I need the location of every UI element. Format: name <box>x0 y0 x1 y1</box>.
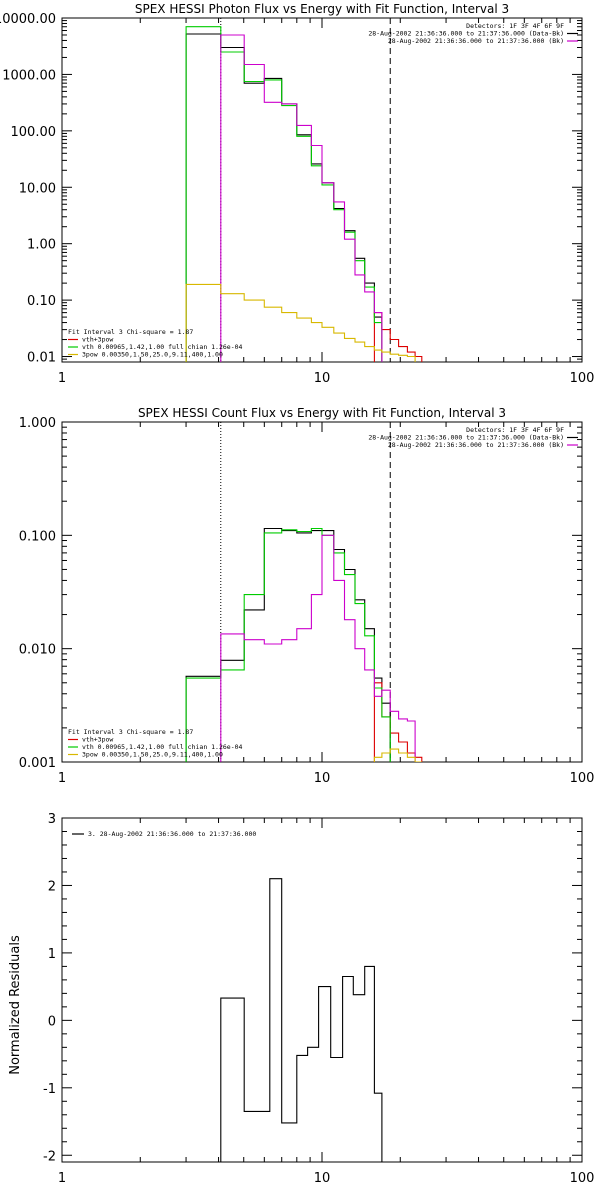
x-tick-label: 1 <box>58 371 66 386</box>
x-tick-label: 1 <box>58 1171 66 1186</box>
legend-label: vth 0.00965,1.42,1.00 full chian 1.26e-0… <box>82 743 243 751</box>
y-tick-label: 10.00 <box>19 181 56 196</box>
y-tick-label: 0.010 <box>19 643 56 658</box>
chart-panel-2: 1 10 100 0.001 0.010 0.100 1.000 SPEX HESSI Cou… <box>19 406 595 786</box>
series-step-line <box>220 534 416 762</box>
series-step-line <box>220 878 391 1162</box>
y-tick-label: 1.000 <box>19 416 56 431</box>
series-step-line <box>185 527 391 762</box>
info-text: Detectors: 1F 3F 4F 6F 9F <box>466 426 564 434</box>
info-text: 28-Aug-2002 21:36:36.000 to 21:37:36.000… <box>368 30 564 38</box>
info-text: 28-Aug-2002 21:36:36.000 to 21:37:36.000… <box>388 37 564 45</box>
info-text: 28-Aug-2002 21:36:36.000 to 21:37:36.000… <box>388 441 564 449</box>
y-tick-label: 1000.00 <box>2 68 56 83</box>
y-tick-label: 3 <box>48 812 56 827</box>
legend-label: 3. 28-Aug-2002 21:36:36.000 to 21:37:36.… <box>88 830 256 838</box>
x-tick-label: 10 <box>314 771 331 786</box>
legend-title: Fit Interval 3 Chi-square = 1.87 <box>68 728 193 736</box>
y-tick-label: 0.001 <box>19 756 56 771</box>
chart-title: SPEX HESSI Count Flux vs Energy with Fit… <box>138 406 506 420</box>
y-tick-label: 0 <box>48 1014 56 1029</box>
legend-label: 3pow 0.00350,1.50,25.0,9.11,400,1.00 <box>82 351 223 359</box>
x-tick-label: 100 <box>570 1171 595 1186</box>
info-text: Detectors: 1F 3F 4F 6F 9F <box>466 22 564 30</box>
series-step-line <box>185 527 391 762</box>
x-tick-label: 100 <box>570 371 595 386</box>
y-tick-label: 0.10 <box>27 294 56 309</box>
legend-label: vth+3pow <box>82 336 113 344</box>
series-step-line <box>220 34 383 362</box>
legend-label: vth+3pow <box>82 736 113 744</box>
series-step-line <box>185 26 383 362</box>
chart-title: SPEX HESSI Photon Flux vs Energy with Fi… <box>135 2 509 16</box>
plot-frame <box>61 817 583 1163</box>
y-tick-label: 0.01 <box>27 351 56 366</box>
x-tick-label: 100 <box>570 771 595 786</box>
series-step-line <box>373 748 422 762</box>
series-step-line <box>185 283 416 362</box>
legend-label: vth 0.00965,1.42,1.00 full chian 1.26e-0… <box>82 343 243 351</box>
info-text: 28-Aug-2002 21:36:36.000 to 21:37:36.000… <box>368 434 564 442</box>
x-tick-label: 1 <box>58 771 66 786</box>
y-axis-label: Normalized Residuals <box>8 935 23 1075</box>
y-tick-label: 2 <box>48 879 56 894</box>
legend-label: 3pow 0.00350,1.50,25.0,9.11,400,1.00 <box>82 751 223 759</box>
chart-panel-1: 1 10 100 0.01 0.10 1.00 10.00 100.00 1000.00 1000… <box>0 2 594 386</box>
legend-title: Fit Interval 3 Chi-square = 1.87 <box>68 328 193 336</box>
y-tick-label: 10000.00 <box>0 12 56 27</box>
y-tick-label: -1 <box>43 1082 56 1097</box>
chart-panel-3: 1 10 100 -2 -1 0 1 2 3 Normalized Residuals 3. 28-… <box>8 812 594 1186</box>
x-tick-label: 10 <box>314 371 331 386</box>
y-tick-label: 1 <box>48 947 56 962</box>
y-tick-label: 100.00 <box>11 125 57 140</box>
y-tick-label: 0.100 <box>19 529 56 544</box>
plot-frame <box>61 17 583 363</box>
y-tick-label: -2 <box>43 1149 56 1164</box>
x-tick-label: 10 <box>314 1171 331 1186</box>
y-tick-label: 1.00 <box>27 238 56 253</box>
